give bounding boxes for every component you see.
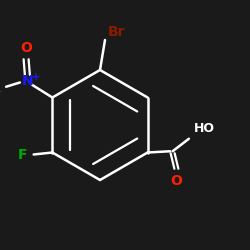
Text: O: O [20,41,32,55]
Text: HO: HO [194,122,215,135]
Text: ⁻: ⁻ [0,90,1,100]
Text: F: F [18,148,27,162]
Text: O: O [170,174,182,188]
Text: Br: Br [108,25,125,39]
Text: N: N [22,74,33,88]
Text: +: + [32,72,40,82]
